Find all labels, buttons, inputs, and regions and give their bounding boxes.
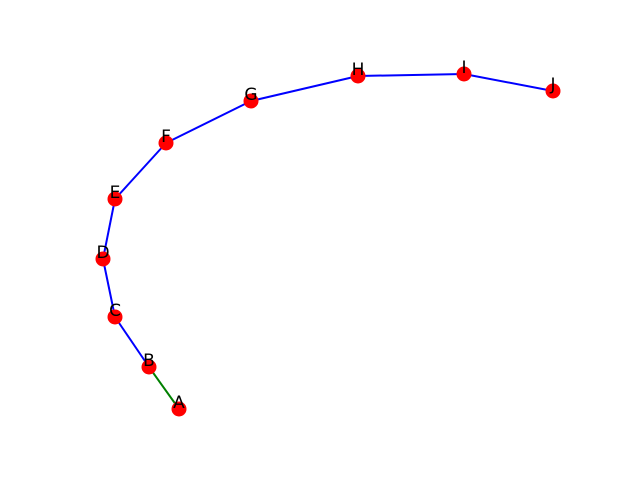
node-label-f: F bbox=[161, 127, 171, 147]
node-g bbox=[243, 93, 259, 109]
node-label-g: G bbox=[244, 85, 257, 105]
node-d bbox=[95, 251, 111, 267]
node-a bbox=[171, 401, 187, 417]
node-label-a: A bbox=[173, 393, 185, 413]
edges-layer bbox=[102, 73, 554, 410]
node-f bbox=[158, 135, 174, 151]
node-j bbox=[545, 83, 561, 99]
node-label-i: I bbox=[461, 58, 466, 78]
edge-e-f bbox=[114, 142, 167, 200]
node-label-e: E bbox=[110, 183, 121, 203]
node-c bbox=[107, 309, 123, 325]
edge-h-i bbox=[357, 73, 465, 77]
node-e bbox=[107, 191, 123, 207]
edge-b-c bbox=[114, 316, 150, 368]
node-label-j: J bbox=[549, 75, 555, 95]
edge-i-j bbox=[463, 73, 554, 92]
edge-g-h bbox=[250, 75, 359, 102]
node-i bbox=[456, 66, 472, 82]
node-label-h: H bbox=[352, 60, 365, 80]
edge-a-b bbox=[148, 366, 180, 410]
labels-layer: A B C D E F G H I J bbox=[96, 58, 555, 413]
node-label-b: B bbox=[143, 351, 155, 371]
node-h bbox=[350, 68, 366, 84]
edge-c-d bbox=[102, 258, 116, 318]
edge-d-e bbox=[102, 198, 116, 260]
node-label-d: D bbox=[96, 243, 109, 263]
nodes-layer bbox=[95, 66, 561, 417]
edge-f-g bbox=[165, 100, 252, 144]
node-b bbox=[141, 359, 157, 375]
node-label-c: C bbox=[109, 301, 121, 321]
